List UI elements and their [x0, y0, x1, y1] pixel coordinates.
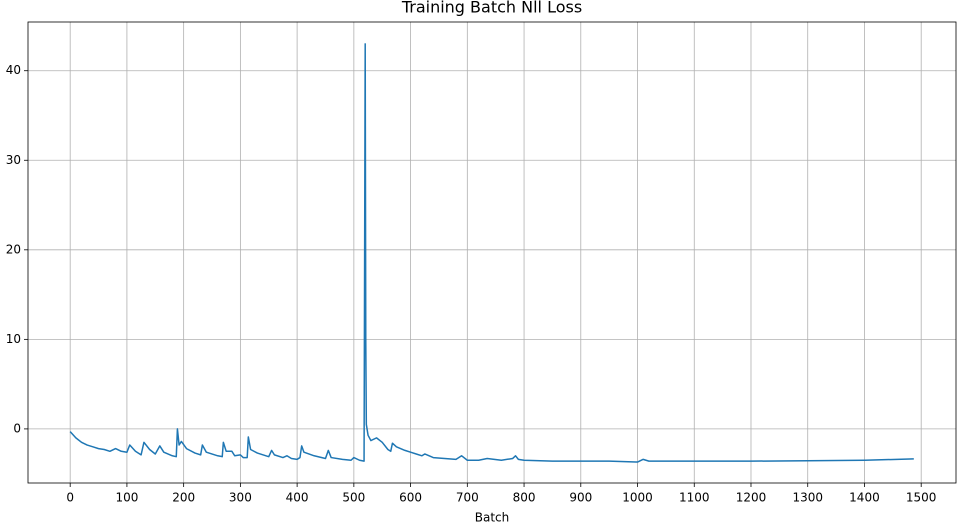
x-tick-label: 1200 [736, 491, 767, 505]
x-tick-label: 400 [286, 491, 309, 505]
x-tick-label: 1300 [792, 491, 823, 505]
x-tick-label: 800 [513, 491, 536, 505]
y-tick-label: 10 [6, 332, 21, 346]
y-tick-label: 0 [13, 421, 21, 435]
x-tick-label: 1400 [849, 491, 880, 505]
plot-frame [27, 21, 957, 484]
x-tick-label: 0 [66, 491, 74, 505]
x-tick-label: 600 [399, 491, 422, 505]
x-tick-label: 300 [229, 491, 252, 505]
chart-title: Training Batch Nll Loss [401, 0, 582, 17]
x-tick-label: 200 [172, 491, 195, 505]
x-tick-label: 500 [342, 491, 365, 505]
y-tick-label: 40 [6, 63, 21, 77]
x-tick-label: 700 [456, 491, 479, 505]
x-tick-label: 1500 [906, 491, 937, 505]
y-tick-label: 20 [6, 242, 21, 256]
x-axis-label: Batch [475, 511, 510, 524]
x-tick-label: 1000 [622, 491, 653, 505]
x-tick-label: 900 [569, 491, 592, 505]
x-tick-label: 1100 [679, 491, 710, 505]
x-tick-label: 100 [115, 491, 138, 505]
loss-line [69, 43, 914, 463]
y-tick-label: 30 [6, 153, 21, 167]
